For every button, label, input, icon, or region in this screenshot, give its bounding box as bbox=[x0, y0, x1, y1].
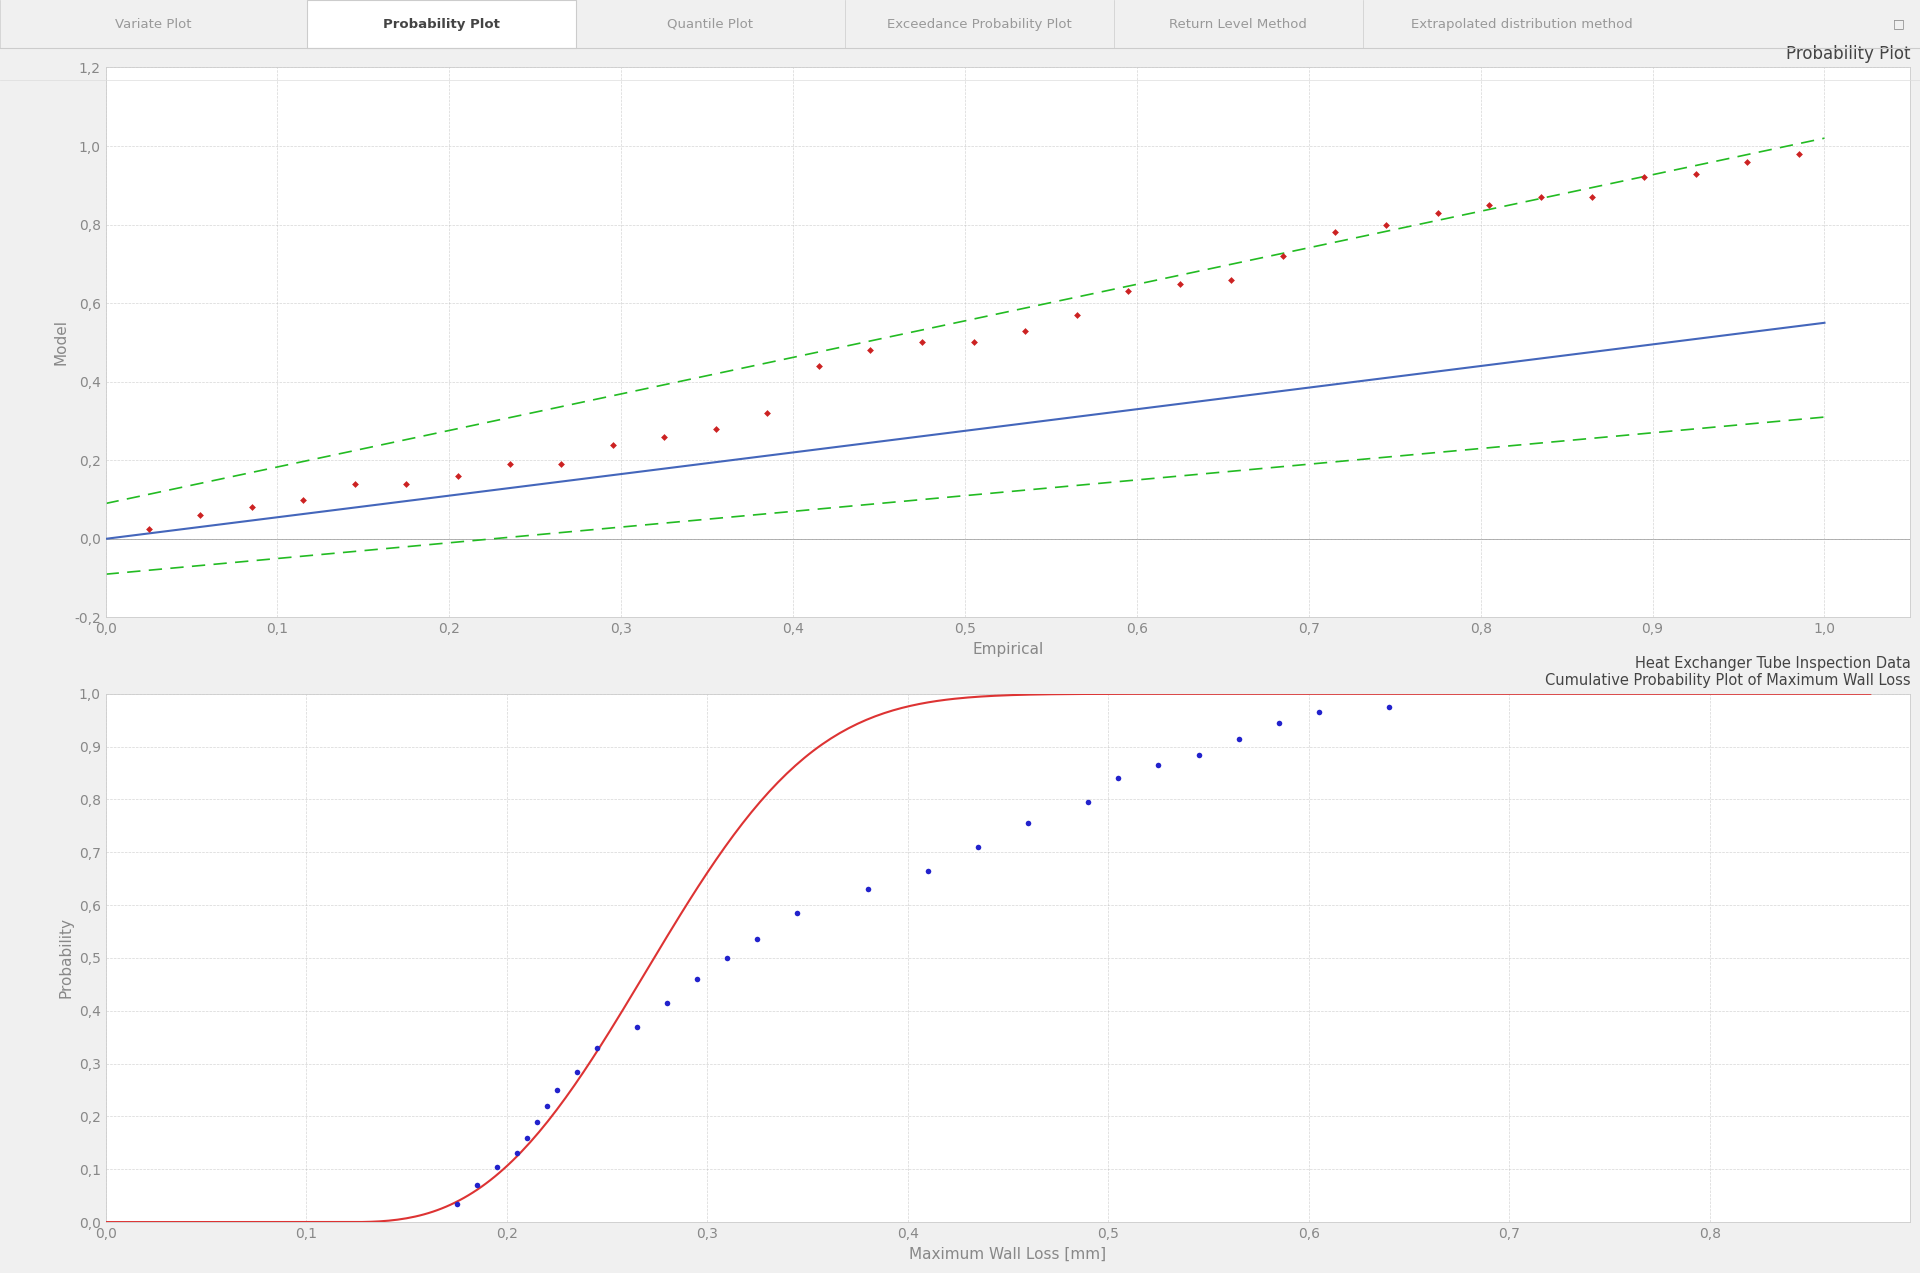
Bar bbox=[307, 0, 576, 48]
Point bbox=[1732, 151, 1763, 172]
Point bbox=[1304, 703, 1334, 723]
Point bbox=[1073, 792, 1104, 812]
Text: Exceedance Probability Plot: Exceedance Probability Plot bbox=[887, 18, 1071, 31]
Point bbox=[1062, 304, 1092, 325]
Point bbox=[781, 903, 812, 923]
Point bbox=[442, 1193, 472, 1213]
Point bbox=[854, 340, 885, 360]
Point bbox=[1373, 696, 1404, 717]
Point bbox=[236, 498, 267, 518]
Point bbox=[288, 489, 319, 509]
Text: □: □ bbox=[1893, 18, 1905, 31]
Point bbox=[804, 356, 835, 377]
Text: Return Level Method: Return Level Method bbox=[1169, 18, 1308, 31]
Point bbox=[1576, 187, 1607, 207]
Point bbox=[682, 969, 712, 989]
Point bbox=[852, 880, 883, 900]
Point bbox=[1319, 223, 1350, 243]
Point bbox=[582, 1037, 612, 1058]
Point bbox=[1102, 768, 1133, 788]
Point bbox=[1215, 270, 1246, 290]
Point bbox=[392, 474, 422, 494]
Text: Probability Plot: Probability Plot bbox=[384, 18, 499, 31]
Point bbox=[741, 929, 772, 950]
Point bbox=[522, 1111, 553, 1132]
Point bbox=[444, 466, 474, 486]
Text: Heat Exchanger Tube Inspection Data
Cumulative Probability Plot of Maximum Wall : Heat Exchanger Tube Inspection Data Cumu… bbox=[1546, 656, 1910, 689]
Point bbox=[184, 505, 215, 526]
Point bbox=[1012, 813, 1043, 834]
Point bbox=[1371, 214, 1402, 234]
Point bbox=[545, 454, 576, 475]
Text: Extrapolated distribution method: Extrapolated distribution method bbox=[1411, 18, 1632, 31]
Text: Probability Plot: Probability Plot bbox=[1786, 45, 1910, 64]
Point bbox=[561, 1062, 591, 1082]
Y-axis label: Model: Model bbox=[54, 320, 69, 365]
X-axis label: Empirical: Empirical bbox=[972, 642, 1044, 657]
Text: Quantile Plot: Quantile Plot bbox=[668, 18, 753, 31]
Point bbox=[1680, 163, 1711, 183]
Point bbox=[532, 1096, 563, 1116]
Point bbox=[132, 519, 163, 540]
Point bbox=[1183, 745, 1213, 765]
Point bbox=[1423, 202, 1453, 223]
Text: Variate Plot: Variate Plot bbox=[115, 18, 192, 31]
Point bbox=[597, 434, 628, 454]
Point bbox=[958, 332, 989, 353]
Point bbox=[493, 454, 524, 475]
Point bbox=[482, 1156, 513, 1176]
Point bbox=[461, 1175, 492, 1195]
Point bbox=[1263, 713, 1294, 733]
Point bbox=[541, 1080, 572, 1100]
Point bbox=[912, 861, 943, 881]
Y-axis label: Probability: Probability bbox=[58, 918, 73, 998]
Point bbox=[1223, 728, 1254, 749]
Point bbox=[1165, 274, 1196, 294]
Point bbox=[651, 993, 682, 1013]
Point bbox=[622, 1016, 653, 1036]
Point bbox=[1628, 167, 1659, 187]
Point bbox=[1114, 281, 1144, 302]
Point bbox=[1784, 144, 1814, 164]
Point bbox=[1526, 187, 1557, 207]
Point bbox=[701, 419, 732, 439]
Point bbox=[1142, 755, 1173, 775]
Point bbox=[906, 332, 937, 353]
X-axis label: Maximum Wall Loss [mm]: Maximum Wall Loss [mm] bbox=[910, 1246, 1106, 1262]
Point bbox=[753, 404, 783, 424]
Point bbox=[501, 1143, 532, 1164]
Point bbox=[511, 1128, 541, 1148]
Point bbox=[340, 474, 371, 494]
Point bbox=[712, 947, 743, 967]
Point bbox=[1267, 246, 1298, 266]
Point bbox=[962, 836, 993, 857]
Point bbox=[1010, 321, 1041, 341]
Point bbox=[1475, 195, 1505, 215]
Point bbox=[649, 426, 680, 447]
